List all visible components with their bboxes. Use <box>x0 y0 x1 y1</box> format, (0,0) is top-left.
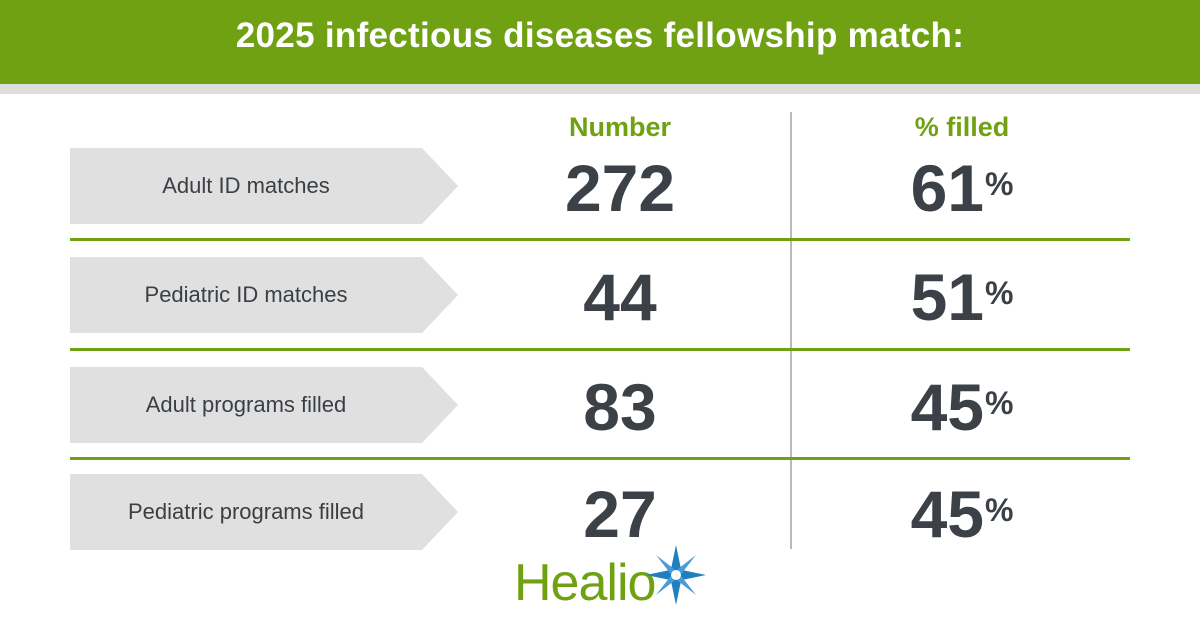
percent-number: 45 <box>910 370 984 444</box>
row-label-adult-id-matches: Adult ID matches <box>70 148 458 224</box>
column-divider <box>790 112 792 549</box>
page-title: 2025 infectious diseases fellowship matc… <box>235 16 965 55</box>
percent-number: 45 <box>910 477 984 551</box>
row-number-value: 44 <box>583 260 657 334</box>
percent-sign: % <box>984 492 1014 528</box>
header-stripe <box>0 84 1200 94</box>
row-divider <box>70 457 1130 460</box>
row-label-text: Pediatric programs filled <box>128 499 364 524</box>
row-number-value: 83 <box>583 370 657 444</box>
healio-logo: Healio <box>514 545 724 615</box>
percent-sign: % <box>984 275 1014 311</box>
row-divider <box>70 238 1130 241</box>
row-label-pediatric-programs-filled: Pediatric programs filled <box>70 474 458 550</box>
header-banner: 2025 infectious diseases fellowship matc… <box>0 0 1200 84</box>
row-label-pediatric-id-matches: Pediatric ID matches <box>70 257 458 333</box>
logo-wordmark: Healio <box>514 554 656 612</box>
row-percent-value: 61% <box>842 150 1082 226</box>
star-burst-icon <box>646 545 706 605</box>
row-label-adult-programs-filled: Adult programs filled <box>70 367 458 443</box>
percent-number: 51 <box>910 260 984 334</box>
percent-number: 61 <box>910 151 984 225</box>
row-number-value: 27 <box>583 477 657 551</box>
row-label-text: Adult programs filled <box>145 392 347 417</box>
row-percent-value: 51% <box>842 259 1082 335</box>
column-header-percent-filled: % filled <box>914 112 1010 142</box>
row-percent-value: 45% <box>842 369 1082 445</box>
row-divider <box>70 348 1130 351</box>
column-header-number: Number <box>568 112 671 142</box>
percent-sign: % <box>984 385 1014 421</box>
percent-sign: % <box>984 166 1014 202</box>
row-label-text: Pediatric ID matches <box>144 282 348 307</box>
row-number-value: 272 <box>564 151 676 225</box>
row-percent-value: 45% <box>842 476 1082 552</box>
row-label-text: Adult ID matches <box>162 173 330 198</box>
